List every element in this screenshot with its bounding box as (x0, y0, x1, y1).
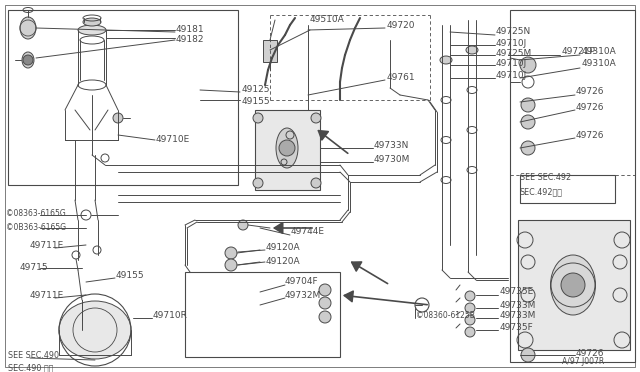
Circle shape (465, 315, 475, 325)
Bar (8, 10, 238, 185)
Circle shape (465, 303, 475, 313)
Ellipse shape (276, 128, 298, 168)
Circle shape (225, 259, 237, 271)
Text: 49155: 49155 (116, 272, 145, 280)
Text: 49181: 49181 (176, 26, 205, 35)
Text: ©08363-6165G: ©08363-6165G (6, 208, 66, 218)
Circle shape (253, 178, 263, 188)
Text: SEE SEC.490: SEE SEC.490 (8, 352, 59, 360)
Circle shape (311, 113, 321, 123)
Text: 49310A: 49310A (582, 48, 617, 57)
Ellipse shape (78, 25, 106, 35)
Circle shape (521, 98, 535, 112)
Text: 49710J: 49710J (496, 71, 527, 80)
Circle shape (319, 297, 331, 309)
Ellipse shape (59, 301, 131, 359)
Circle shape (225, 247, 237, 259)
Text: 49120A: 49120A (266, 244, 301, 253)
Circle shape (279, 140, 295, 156)
Text: 49730M: 49730M (374, 155, 410, 164)
Text: 49726: 49726 (576, 103, 605, 112)
Text: 49155: 49155 (242, 97, 271, 106)
Text: 49715: 49715 (20, 263, 49, 272)
Circle shape (253, 113, 263, 123)
Ellipse shape (466, 46, 478, 54)
Circle shape (238, 220, 248, 230)
Bar (510, 10, 635, 362)
Text: 49761: 49761 (387, 74, 415, 83)
Ellipse shape (440, 56, 452, 64)
Text: 49720: 49720 (387, 20, 415, 29)
Text: 49704F: 49704F (285, 278, 319, 286)
Text: 49733N: 49733N (374, 141, 410, 150)
Text: 49725N: 49725N (496, 28, 531, 36)
Bar (263, 40, 277, 62)
Text: 49726: 49726 (576, 131, 605, 141)
Circle shape (561, 273, 585, 297)
Circle shape (113, 113, 123, 123)
Circle shape (465, 327, 475, 337)
Circle shape (521, 115, 535, 129)
Ellipse shape (22, 52, 34, 68)
Text: 49310A: 49310A (582, 60, 617, 68)
Circle shape (311, 178, 321, 188)
Circle shape (521, 141, 535, 155)
Text: 49710E: 49710E (156, 135, 190, 144)
Text: SEC.492参照: SEC.492参照 (520, 187, 563, 196)
Circle shape (521, 348, 535, 362)
Text: 49735F: 49735F (500, 324, 534, 333)
Text: 49120A: 49120A (266, 257, 301, 266)
Text: ©0B363-6165G: ©0B363-6165G (6, 222, 66, 231)
Text: 49721P: 49721P (562, 48, 596, 57)
Circle shape (520, 57, 536, 73)
Bar (518, 220, 630, 350)
Ellipse shape (83, 18, 101, 26)
Ellipse shape (550, 255, 595, 315)
Bar (255, 110, 320, 190)
Text: 49710R: 49710R (153, 311, 188, 321)
Text: 49510A: 49510A (310, 16, 345, 25)
Text: 49125: 49125 (242, 86, 271, 94)
Text: 49711E: 49711E (30, 241, 64, 250)
Text: 49182: 49182 (176, 35, 205, 45)
Text: 49735E: 49735E (500, 288, 534, 296)
Circle shape (319, 284, 331, 296)
Text: 49710J: 49710J (496, 60, 527, 68)
Text: 49733M: 49733M (500, 311, 536, 321)
Text: 49744E: 49744E (291, 228, 325, 237)
Text: A/97 J007R: A/97 J007R (562, 357, 604, 366)
Text: 49726: 49726 (576, 87, 605, 96)
Text: 49733M: 49733M (500, 301, 536, 310)
Text: 49726: 49726 (576, 349, 605, 357)
Circle shape (465, 291, 475, 301)
Text: 49711E: 49711E (30, 292, 64, 301)
Text: SEC.490 参照: SEC.490 参照 (8, 363, 53, 372)
Text: ©08360-6125B: ©08360-6125B (416, 311, 475, 321)
Ellipse shape (20, 17, 36, 39)
Bar (520, 175, 615, 203)
Bar (185, 272, 340, 357)
Text: 49710J: 49710J (496, 39, 527, 48)
Text: SEE SEC.492: SEE SEC.492 (520, 173, 571, 183)
Circle shape (23, 55, 33, 65)
Circle shape (319, 311, 331, 323)
Text: 49732M: 49732M (285, 292, 321, 301)
Text: 49725M: 49725M (496, 49, 532, 58)
